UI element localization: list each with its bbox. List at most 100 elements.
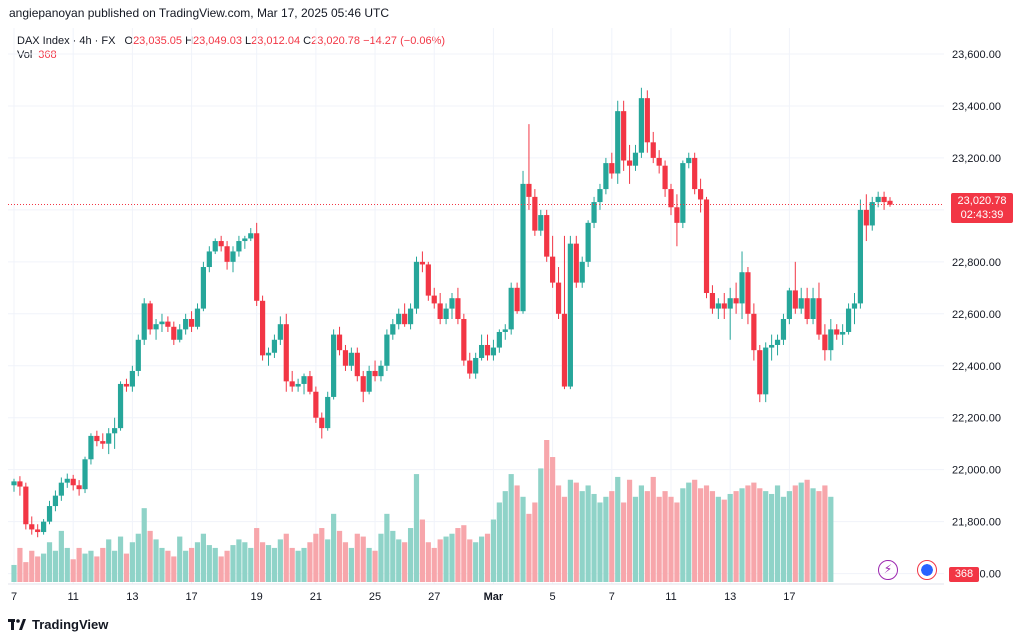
x-tick-label: 7 bbox=[609, 591, 615, 603]
volume-bar bbox=[751, 482, 757, 582]
volume-bar bbox=[117, 536, 124, 582]
volume-bar bbox=[259, 542, 266, 582]
candle-body bbox=[283, 324, 289, 382]
candle-body bbox=[508, 287, 514, 330]
volume-bar bbox=[194, 542, 201, 582]
volume-bar bbox=[780, 496, 787, 582]
volume-bar bbox=[810, 488, 816, 582]
volume-bar bbox=[520, 496, 526, 582]
volume-bar bbox=[200, 533, 207, 582]
candle-body bbox=[265, 352, 272, 356]
volume-bar bbox=[76, 547, 82, 582]
candle-body bbox=[396, 313, 402, 325]
candle-body bbox=[336, 334, 343, 351]
volume-label[interactable]: Vol bbox=[17, 49, 33, 61]
volume-bar bbox=[461, 525, 467, 582]
x-tick-label: 17 bbox=[185, 591, 197, 603]
candle-body bbox=[159, 321, 165, 325]
candle-body bbox=[686, 157, 692, 164]
globe-icon[interactable] bbox=[917, 560, 937, 580]
close-key: C bbox=[303, 35, 312, 47]
candle-body bbox=[538, 215, 544, 231]
candle-body bbox=[792, 290, 798, 309]
volume-bar bbox=[402, 542, 408, 582]
candle-body bbox=[307, 376, 313, 392]
volume-bar bbox=[739, 488, 745, 582]
candle-body bbox=[106, 433, 112, 444]
candle-body bbox=[35, 529, 41, 533]
volume-bar bbox=[561, 496, 568, 582]
volume-bar bbox=[650, 476, 656, 582]
x-tick-label: 7 bbox=[11, 591, 17, 603]
volume-bar bbox=[135, 533, 141, 582]
candle-body bbox=[254, 233, 260, 301]
volume-bar bbox=[449, 533, 455, 582]
candle-body bbox=[828, 329, 834, 351]
candle-body bbox=[822, 334, 828, 351]
low-key: L bbox=[245, 35, 252, 47]
volume-bar bbox=[177, 536, 183, 582]
volume-bar bbox=[508, 474, 514, 582]
candle-body bbox=[360, 376, 366, 392]
candle-body bbox=[845, 308, 852, 332]
y-tick-label: 23,600.00 bbox=[952, 49, 1001, 61]
volume-bar bbox=[484, 533, 491, 582]
candle-body bbox=[869, 202, 875, 226]
volume-bar bbox=[147, 530, 153, 582]
volume-bar bbox=[621, 502, 627, 582]
open-key: O bbox=[124, 35, 134, 47]
volume-bar bbox=[703, 485, 710, 582]
volume-bar bbox=[798, 482, 804, 582]
candle-body bbox=[218, 241, 224, 247]
candle-body bbox=[715, 303, 721, 309]
y-tick-label: 21,800.00 bbox=[952, 517, 1001, 529]
volume-bar bbox=[638, 485, 645, 582]
candle-body bbox=[851, 303, 858, 309]
candle-body bbox=[834, 329, 840, 335]
volume-bar bbox=[313, 533, 319, 582]
candle-body bbox=[194, 308, 201, 327]
volume-bar bbox=[319, 528, 325, 582]
candle-body bbox=[887, 200, 893, 205]
candle-body bbox=[526, 183, 532, 197]
volume-bar bbox=[112, 550, 118, 582]
candle-body bbox=[52, 495, 59, 507]
volume-bar bbox=[295, 550, 301, 582]
candle-body bbox=[745, 272, 751, 314]
volume-bar bbox=[188, 547, 195, 582]
x-tick-label: 27 bbox=[428, 591, 440, 603]
symbol-label[interactable]: DAX Index · 4h · FX bbox=[17, 35, 116, 47]
candle-body bbox=[348, 352, 354, 366]
tradingview-logo-icon bbox=[8, 619, 26, 630]
candle-body bbox=[757, 350, 763, 395]
y-tick-label: 22,600.00 bbox=[952, 309, 1001, 321]
candle-body bbox=[295, 383, 301, 387]
candle-body bbox=[668, 189, 674, 208]
volume-bar bbox=[390, 530, 396, 582]
footer-brand[interactable]: TradingView bbox=[8, 617, 108, 632]
candle-body bbox=[378, 365, 384, 377]
volume-badge: 368 bbox=[949, 567, 979, 582]
candle-body bbox=[786, 290, 792, 319]
close-value: 23,020.78 bbox=[311, 35, 361, 47]
volume-bar bbox=[254, 528, 260, 582]
bar-countdown: 02:43:39 bbox=[960, 209, 1004, 221]
volume-bar bbox=[289, 547, 295, 582]
volume-bar bbox=[360, 536, 366, 582]
volume-bar bbox=[354, 533, 360, 582]
candle-body bbox=[561, 313, 568, 387]
volume-bar bbox=[52, 550, 59, 582]
lightning-icon[interactable]: ⚡ bbox=[878, 560, 898, 580]
candle-body bbox=[579, 261, 585, 283]
candle-body bbox=[763, 347, 769, 395]
volume-bar bbox=[692, 479, 698, 582]
candle-body bbox=[390, 324, 396, 335]
volume-bar bbox=[206, 545, 212, 582]
candle-body bbox=[626, 160, 633, 166]
candle-body bbox=[467, 360, 473, 374]
candle-body bbox=[331, 334, 337, 397]
volume-bar bbox=[538, 468, 544, 582]
y-tick-label: 23,400.00 bbox=[952, 101, 1001, 113]
candle-body bbox=[881, 196, 887, 203]
